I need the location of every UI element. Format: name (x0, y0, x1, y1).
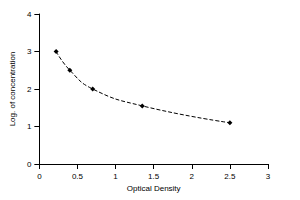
svg-text:1: 1 (27, 122, 32, 131)
svg-text:3: 3 (266, 172, 271, 181)
svg-text:Optical Density: Optical Density (127, 184, 181, 193)
svg-text:3: 3 (27, 47, 32, 56)
svg-text:4: 4 (27, 10, 32, 19)
svg-text:Log. of concentration: Log. of concentration (8, 52, 17, 127)
svg-text:1: 1 (113, 172, 118, 181)
svg-text:2: 2 (190, 172, 195, 181)
svg-text:1.5: 1.5 (148, 172, 160, 181)
svg-text:0.5: 0.5 (72, 172, 84, 181)
svg-text:0: 0 (27, 160, 32, 169)
svg-text:0: 0 (37, 172, 42, 181)
svg-text:2.5: 2.5 (224, 172, 236, 181)
svg-text:2: 2 (27, 85, 32, 94)
